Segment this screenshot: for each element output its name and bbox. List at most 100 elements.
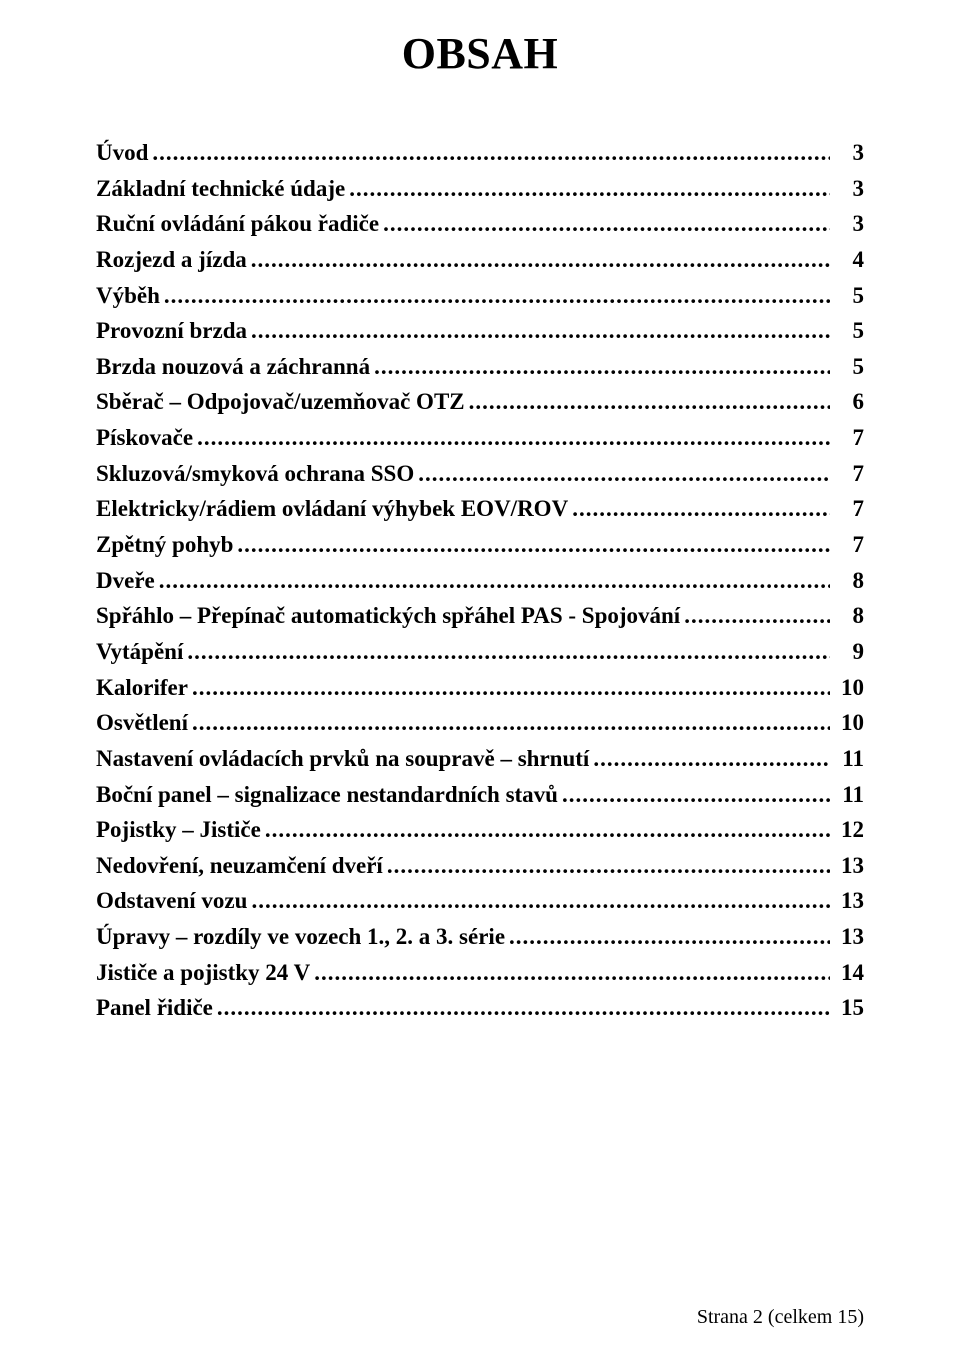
toc-page-number: 4 <box>834 242 864 278</box>
toc-leader-dots <box>387 848 830 884</box>
toc-page-number: 15 <box>834 990 864 1026</box>
toc-entry: Osvětlení 10 <box>96 705 864 741</box>
toc-page-number: 8 <box>834 563 864 599</box>
toc-label: Elektricky/rádiem ovládaní výhybek EOV/R… <box>96 491 568 527</box>
toc-entry: Panel řidiče 15 <box>96 990 864 1026</box>
toc-page-number: 3 <box>834 206 864 242</box>
toc-entry: Pískovače 7 <box>96 420 864 456</box>
toc-entry: Boční panel – signalizace nestandardních… <box>96 777 864 813</box>
toc-leader-dots <box>593 741 830 777</box>
toc-leader-dots <box>152 135 830 171</box>
toc-entry: Spřáhlo – Přepínač automatických spřáhel… <box>96 598 864 634</box>
toc-entry: Dveře 8 <box>96 563 864 599</box>
toc-label: Skluzová/smyková ochrana SSO <box>96 456 414 492</box>
toc-page-number: 7 <box>834 527 864 563</box>
toc-page-number: 5 <box>834 313 864 349</box>
toc-entry: Odstavení vozu 13 <box>96 883 864 919</box>
toc-leader-dots <box>684 598 830 634</box>
toc-page-number: 10 <box>834 670 864 706</box>
toc-label: Ruční ovládání pákou řadiče <box>96 206 379 242</box>
toc-label: Úvod <box>96 135 148 171</box>
toc-label: Odstavení vozu <box>96 883 247 919</box>
page: OBSAH Úvod 3 Základní technické údaje 3 … <box>0 0 960 1361</box>
toc-page-number: 8 <box>834 598 864 634</box>
toc-entry: Provozní brzda 5 <box>96 313 864 349</box>
toc-entry: Skluzová/smyková ochrana SSO 7 <box>96 456 864 492</box>
toc-label: Spřáhlo – Přepínač automatických spřáhel… <box>96 598 680 634</box>
toc-leader-dots <box>265 812 830 848</box>
toc-leader-dots <box>314 955 830 991</box>
toc-entry: Úvod 3 <box>96 135 864 171</box>
toc-label: Osvětlení <box>96 705 188 741</box>
toc-label: Jističe a pojistky 24 V <box>96 955 310 991</box>
toc-page-number: 7 <box>834 420 864 456</box>
toc-page-number: 13 <box>834 919 864 955</box>
toc-label: Zpětný pohyb <box>96 527 233 563</box>
toc-page-number: 5 <box>834 349 864 385</box>
toc-page-number: 7 <box>834 491 864 527</box>
toc-entry: Základní technické údaje 3 <box>96 171 864 207</box>
toc-label: Rozjezd a jízda <box>96 242 247 278</box>
toc-label: Panel řidiče <box>96 990 213 1026</box>
toc-page-number: 10 <box>834 705 864 741</box>
toc-entry: Zpětný pohyb 7 <box>96 527 864 563</box>
toc-leader-dots <box>237 527 830 563</box>
toc-leader-dots <box>374 349 830 385</box>
toc-leader-dots <box>192 670 830 706</box>
toc-label: Kalorifer <box>96 670 188 706</box>
toc-leader-dots <box>159 563 830 599</box>
toc-label: Pojistky – Jističe <box>96 812 261 848</box>
toc-entry: Výběh 5 <box>96 278 864 314</box>
toc-page-number: 3 <box>834 171 864 207</box>
toc-entry: Kalorifer 10 <box>96 670 864 706</box>
toc-leader-dots <box>509 919 830 955</box>
toc-entry: Brzda nouzová a záchranná 5 <box>96 349 864 385</box>
toc-entry: Rozjezd a jízda 4 <box>96 242 864 278</box>
toc-page-number: 7 <box>834 456 864 492</box>
toc-leader-dots <box>197 420 830 456</box>
toc-leader-dots <box>469 384 830 420</box>
toc-entry: Sběrač – Odpojovač/uzemňovač OTZ 6 <box>96 384 864 420</box>
toc-entry: Vytápění 9 <box>96 634 864 670</box>
table-of-contents: Úvod 3 Základní technické údaje 3 Ruční … <box>96 135 864 1026</box>
toc-label: Nastavení ovládacích prvků na soupravě –… <box>96 741 589 777</box>
toc-entry: Úpravy – rozdíly ve vozech 1., 2. a 3. s… <box>96 919 864 955</box>
toc-leader-dots <box>349 171 830 207</box>
toc-page-number: 6 <box>834 384 864 420</box>
toc-page-number: 9 <box>834 634 864 670</box>
toc-label: Dveře <box>96 563 155 599</box>
toc-label: Boční panel – signalizace nestandardních… <box>96 777 558 813</box>
toc-entry: Pojistky – Jističe 12 <box>96 812 864 848</box>
toc-leader-dots <box>217 990 830 1026</box>
toc-entry: Jističe a pojistky 24 V 14 <box>96 955 864 991</box>
toc-page-number: 13 <box>834 848 864 884</box>
toc-label: Provozní brzda <box>96 313 247 349</box>
toc-entry: Ruční ovládání pákou řadiče 3 <box>96 206 864 242</box>
toc-leader-dots <box>187 634 830 670</box>
toc-page-number: 12 <box>834 812 864 848</box>
toc-page-number: 11 <box>834 741 864 777</box>
page-footer: Strana 2 (celkem 15) <box>697 1306 864 1329</box>
toc-leader-dots <box>251 242 830 278</box>
toc-label: Vytápění <box>96 634 183 670</box>
toc-label: Nedovření, neuzamčení dveří <box>96 848 383 884</box>
toc-page-number: 11 <box>834 777 864 813</box>
toc-page-number: 3 <box>834 135 864 171</box>
toc-label: Pískovače <box>96 420 193 456</box>
toc-leader-dots <box>164 278 830 314</box>
toc-leader-dots <box>572 491 830 527</box>
toc-label: Výběh <box>96 278 160 314</box>
toc-label: Brzda nouzová a záchranná <box>96 349 370 385</box>
toc-leader-dots <box>562 777 830 813</box>
toc-page-number: 14 <box>834 955 864 991</box>
page-title: OBSAH <box>96 28 864 79</box>
toc-label: Sběrač – Odpojovač/uzemňovač OTZ <box>96 384 465 420</box>
toc-entry: Nastavení ovládacích prvků na soupravě –… <box>96 741 864 777</box>
toc-leader-dots <box>418 456 830 492</box>
toc-leader-dots <box>383 206 830 242</box>
toc-label: Základní technické údaje <box>96 171 345 207</box>
toc-leader-dots <box>251 883 830 919</box>
toc-entry: Nedovření, neuzamčení dveří 13 <box>96 848 864 884</box>
toc-leader-dots <box>192 705 830 741</box>
toc-leader-dots <box>251 313 830 349</box>
